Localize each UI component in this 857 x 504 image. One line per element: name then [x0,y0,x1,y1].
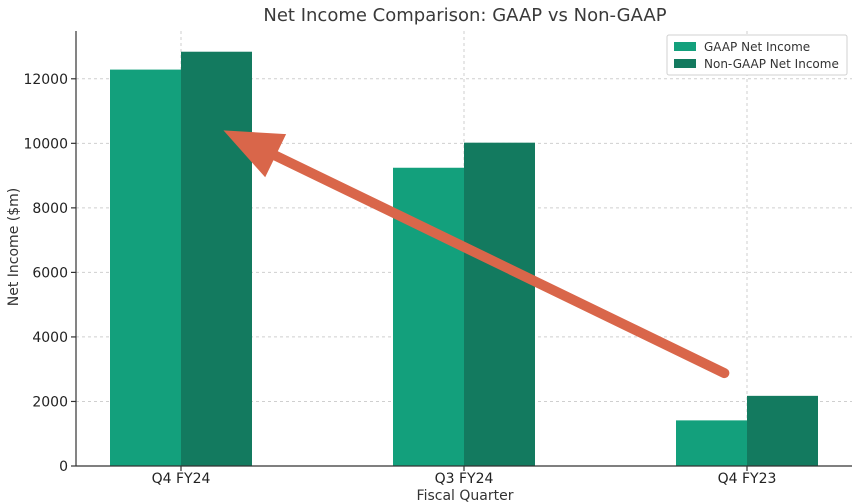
legend-label: GAAP Net Income [704,40,810,54]
x-tick-label: Q4 FY24 [152,471,211,487]
legend: GAAP Net Income Non-GAAP Net Income [666,34,848,76]
bars [110,51,818,466]
y-axis-label: Net Income ($m) [6,188,22,306]
chart-title: Net Income Comparison: GAAP vs Non-GAAP [263,5,666,26]
y-tick-label: 4000 [32,330,68,346]
x-tick-label: Q3 FY24 [435,471,494,487]
bar-non-gaap [464,142,535,466]
annotation [223,130,730,379]
legend-swatch [674,59,696,68]
x-tick-label: Q4 FY23 [718,471,777,487]
legend-box [666,34,848,76]
legend-swatch [674,42,696,51]
bar-non-gaap [181,51,252,466]
y-tick-label: 6000 [32,265,68,281]
y-tick-label: 10000 [23,136,68,152]
arrow-head [223,130,287,178]
y-tick-label: 2000 [32,394,68,410]
y-tick-label: 0 [59,459,68,475]
bar-non-gaap [747,395,818,466]
x-axis-label: Fiscal Quarter [417,488,514,504]
arrow-shaft [267,148,730,379]
ticks: 0 2000 4000 6000 8000 10000 12000 Q4 FY24 Q3 FY2… [23,72,776,487]
bar-gaap [110,69,181,466]
y-tick-label: 12000 [23,72,68,88]
y-tick-label: 8000 [32,201,68,217]
legend-label: Non-GAAP Net Income [704,57,839,71]
bar-gaap [676,420,747,466]
